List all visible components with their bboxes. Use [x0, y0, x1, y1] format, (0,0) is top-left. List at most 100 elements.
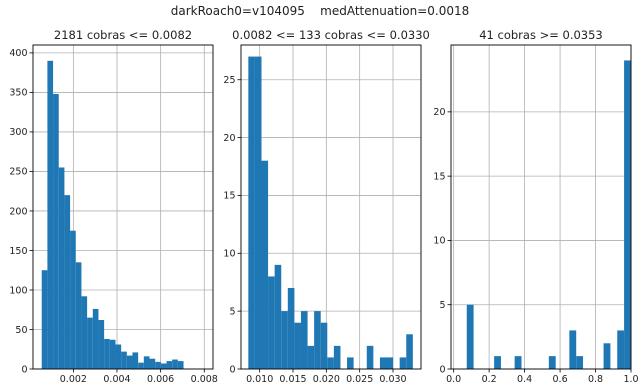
histogram-bar [514, 356, 522, 369]
histogram-bar [104, 338, 110, 369]
axes-frame [32, 44, 214, 370]
histogram-bar [287, 288, 295, 369]
y-tick-label: 10 [433, 236, 445, 247]
axes-frame [240, 44, 422, 370]
x-tick-label: 0.010 [246, 374, 273, 383]
histogram-bar [333, 345, 341, 369]
histogram-bar [624, 60, 631, 370]
histogram-bar [87, 317, 93, 369]
histogram-panel-mid-values: 0.010 0.015 0.020 0.025 0.030 0 5 10 15 20 25 0.008… [223, 28, 429, 383]
y-tick-label: 50 [15, 325, 27, 336]
y-tick-label: 400 [9, 48, 27, 59]
histogram-bar [248, 56, 255, 369]
histogram-bar [98, 320, 105, 369]
histogram-bar [300, 311, 308, 369]
panel-title: 0.0082 <= 133 cobras <= 0.0330 [232, 28, 430, 42]
x-tick-label: 0.4 [517, 374, 532, 383]
y-tick-label: 200 [9, 206, 27, 217]
histogram-bar [548, 356, 556, 369]
histogram-bar [75, 262, 82, 369]
y-tick-label: 300 [9, 127, 27, 138]
y-tick-label: 15 [223, 191, 235, 202]
histogram-bar [307, 345, 315, 369]
histogram-bar [617, 330, 625, 369]
y-tick-label: 10 [223, 249, 235, 260]
x-tick-label: 0.025 [346, 374, 373, 383]
histogram-bar [109, 339, 116, 369]
histogram-bar [81, 296, 88, 369]
histogram-bar [143, 356, 150, 369]
x-tick-label: 0.2 [482, 374, 497, 383]
x-tick-label: 0.002 [60, 374, 87, 383]
histogram-bar [70, 230, 76, 369]
histogram-bar [172, 359, 178, 369]
y-tick-label: 25 [223, 75, 235, 86]
x-tick-label: 0.6 [553, 374, 568, 383]
x-tick-label: 0.015 [279, 374, 306, 383]
y-tick-label: 5 [229, 306, 235, 317]
histogram-bar [160, 363, 167, 369]
histogram-bar [126, 355, 133, 369]
y-tick-label: 150 [9, 246, 27, 257]
histogram-bar [47, 60, 54, 370]
histogram-bar [138, 362, 144, 369]
histogram-bar [466, 304, 474, 369]
histogram-bar [166, 361, 173, 369]
histogram-bar [41, 270, 48, 369]
histogram-bar [320, 322, 328, 369]
y-tick-label: 5 [439, 300, 445, 311]
figure-suptitle: darkRoach0=v104095 medAttenuation=0.0018 [170, 4, 470, 18]
histogram-panel-large-values: 0.0 0.2 0.4 0.6 0.8 1.0 0 5 10 15 20 41 cobras >= 0… [433, 28, 638, 383]
histogram-bar [115, 344, 122, 369]
histogram-bar [399, 357, 407, 369]
y-tick-label: 0 [229, 364, 235, 375]
histogram-bar [64, 195, 71, 369]
histogram-bar [366, 345, 374, 369]
y-tick-label: 20 [433, 107, 445, 118]
panel-title: 2181 cobras <= 0.0082 [54, 28, 192, 42]
histogram-bar [274, 264, 282, 369]
x-tick-label: 0.004 [103, 374, 130, 383]
histogram-bar [254, 56, 262, 369]
y-tick-label: 0 [439, 364, 445, 375]
x-tick-label: 0.030 [379, 374, 406, 383]
histogram-bar [92, 308, 99, 369]
x-tick-label: 0.008 [191, 374, 218, 383]
histogram-bar [494, 356, 501, 369]
histogram-bar [261, 160, 269, 369]
histogram-bar [576, 356, 584, 369]
x-tick-label: 0.0 [446, 374, 461, 383]
histogram-bar [603, 343, 611, 369]
histogram-bar [132, 352, 139, 369]
histogram-bar [281, 311, 288, 369]
y-tick-label: 20 [223, 133, 235, 144]
x-tick-label: 0.006 [147, 374, 174, 383]
y-tick-label: 100 [9, 285, 27, 296]
y-tick-label: 350 [9, 88, 27, 99]
histogram-panel-small-values: 0.002 0.004 0.006 0.008 0 50 100 150 200 250 300 35… [9, 28, 218, 383]
histogram-bar [155, 361, 161, 369]
y-tick-label: 0 [21, 364, 27, 375]
histogram-bar [314, 311, 321, 369]
x-tick-label: 1.0 [623, 374, 638, 383]
x-tick-label: 0.020 [313, 374, 340, 383]
histogram-bar [379, 357, 387, 369]
histogram-bar [347, 357, 354, 369]
histogram-bar [569, 330, 577, 369]
histogram-bar [268, 276, 275, 369]
x-tick-label: 0.8 [588, 374, 603, 383]
histogram-bar [58, 167, 65, 369]
histogram-bar [53, 93, 59, 370]
histogram-bar [121, 351, 127, 369]
histogram-bar [406, 334, 413, 369]
y-tick-label: 250 [9, 167, 27, 178]
axes-frame [450, 44, 632, 370]
histogram-bar [386, 357, 394, 369]
panel-title: 41 cobras >= 0.0353 [479, 28, 603, 42]
histogram-bar [177, 361, 184, 369]
histogram-bar [327, 357, 334, 369]
y-tick-label: 15 [433, 171, 445, 182]
histogram-bar [149, 358, 156, 369]
histogram-bar [294, 322, 301, 369]
